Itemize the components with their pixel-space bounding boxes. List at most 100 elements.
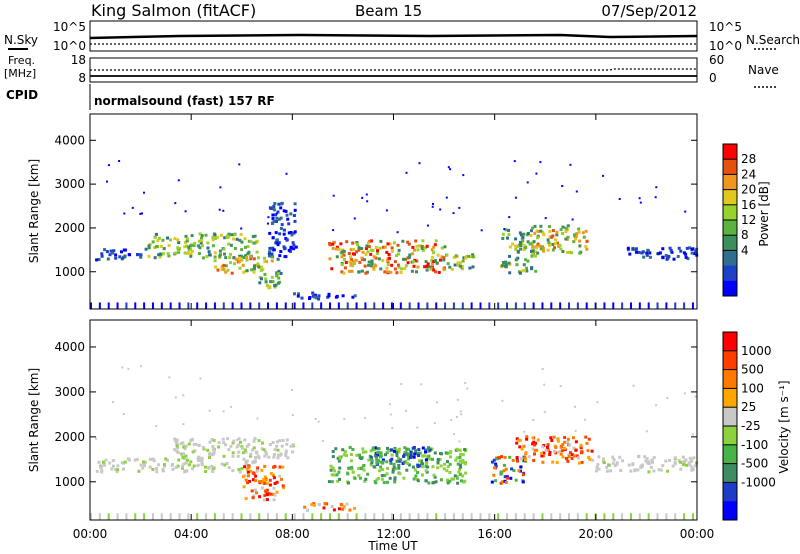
echo-cell (177, 179, 180, 182)
echo-cell (252, 446, 256, 450)
nave-label: Nave (748, 63, 779, 77)
echo-cell (461, 453, 465, 457)
echo-cell (551, 460, 555, 464)
echo-cell (425, 461, 429, 465)
echo-cell (263, 475, 267, 479)
echo-cell (271, 492, 275, 496)
echo-cell (393, 267, 397, 271)
echo-cell (426, 224, 429, 227)
echo-cell (151, 457, 155, 461)
echo-cell (265, 488, 269, 492)
echo-cell (227, 466, 231, 470)
echo-cell (235, 237, 239, 241)
echo-cell (463, 448, 467, 451)
echo-cell (221, 437, 225, 441)
echo-cell (392, 241, 396, 245)
echo-cell (585, 441, 589, 445)
echo-cell (413, 452, 417, 456)
echo-cell (420, 245, 424, 248)
nsky-panel: N.Sky 10^5 10^0 10^5 10^0 N.Search (4, 20, 800, 53)
echo-cell (253, 234, 257, 238)
echo-cell (529, 229, 533, 233)
echo-cell (292, 214, 296, 217)
echo-cell (386, 242, 390, 246)
echo-cell (387, 256, 391, 260)
echo-cell (389, 448, 393, 452)
echo-cell (515, 263, 519, 267)
echo-cell (664, 254, 668, 257)
echo-cell (557, 450, 561, 454)
echo-cell (548, 453, 552, 456)
echo-cell (502, 469, 506, 473)
echo-cell (612, 513, 615, 520)
echo-cell (348, 445, 352, 449)
echo-cell (344, 450, 347, 454)
echo-cell (272, 248, 276, 252)
echo-cell (668, 246, 672, 250)
ytick-label: 1000 (54, 265, 85, 279)
colorbar-swatch (723, 388, 737, 408)
echo-cell (331, 247, 335, 250)
echo-cell (645, 430, 648, 433)
echo-cell (505, 262, 508, 266)
echo-cell (200, 234, 204, 238)
station-title: King Salmon (fitACF) (91, 1, 256, 20)
echo-cell (426, 447, 430, 451)
echo-cell (114, 253, 118, 257)
echo-cell (364, 252, 368, 256)
echo-cell (410, 269, 414, 273)
xtick-label: 00:00 (680, 527, 715, 541)
echo-cell (397, 463, 401, 467)
echo-cell (213, 259, 217, 263)
echo-cell (586, 449, 590, 453)
echo-cell (245, 459, 249, 463)
echo-cell (348, 269, 352, 273)
echo-cell (559, 228, 563, 232)
nsky-tick-bottom: 10^0 (53, 39, 86, 53)
echo-cell (525, 435, 529, 439)
echo-cell (693, 252, 697, 256)
echo-cell (294, 245, 298, 249)
echo-cell (404, 450, 408, 454)
echo-cell (238, 163, 241, 166)
echo-cell (385, 209, 388, 212)
echo-cell (636, 468, 640, 472)
echo-cell (534, 441, 537, 445)
echo-cell (211, 235, 215, 239)
echo-cell (423, 454, 427, 458)
echo-cell (338, 477, 341, 481)
echo-cell (163, 463, 166, 467)
echo-cell (237, 443, 241, 447)
nsearch-tick-top: 10^5 (709, 20, 742, 34)
echo-cell (349, 255, 353, 259)
echo-cell (171, 467, 175, 471)
echo-cell (591, 458, 595, 462)
echo-cell (199, 241, 203, 245)
echo-cell (240, 248, 244, 252)
velocity-colorbar-label: Velocity [m s⁻¹] (777, 380, 791, 473)
echo-cell (581, 231, 585, 235)
echo-cell (223, 252, 226, 256)
echo-cell (315, 296, 319, 300)
echo-cell (424, 246, 428, 250)
echo-cell (275, 444, 279, 448)
echo-cell (391, 426, 394, 429)
echo-cell (359, 457, 363, 460)
echo-cell (448, 265, 452, 269)
echo-cell (327, 294, 331, 298)
echo-cell (676, 255, 680, 258)
echo-cell (576, 302, 579, 309)
echo-cell (523, 456, 527, 460)
echo-cell (479, 513, 482, 520)
echo-cell (263, 464, 267, 468)
echo-cell (516, 459, 519, 463)
colorbar-swatch (723, 482, 737, 502)
echo-cell (239, 254, 243, 258)
echo-cell (187, 245, 191, 249)
echo-cell (350, 269, 354, 273)
echo-cell (141, 466, 145, 470)
echo-cell (432, 203, 434, 205)
echo-cell (225, 236, 229, 239)
echo-cell (515, 245, 519, 248)
